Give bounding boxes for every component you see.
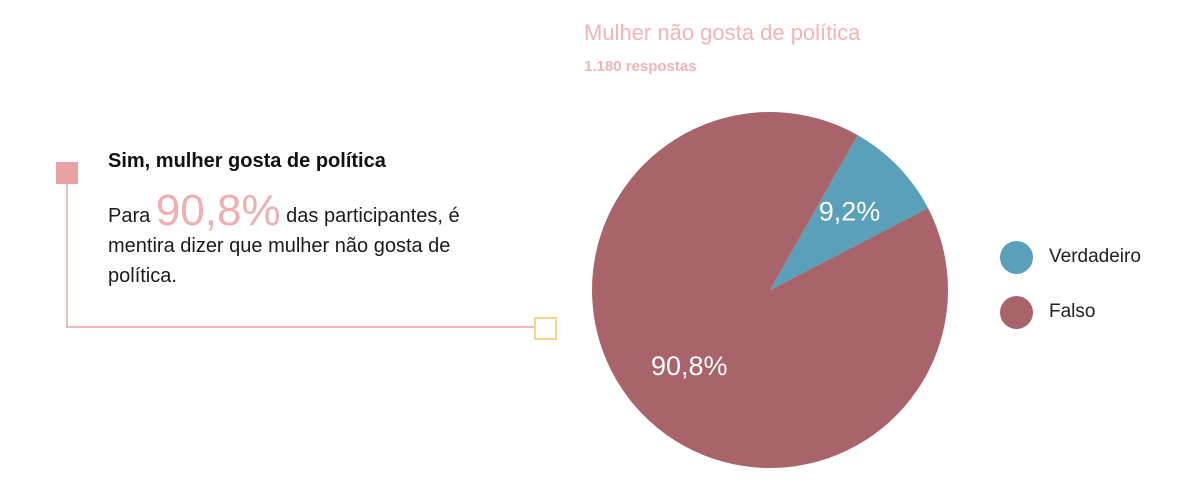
pie-chart: 9,2% 90,8% xyxy=(592,111,948,469)
callout-connector-end xyxy=(534,317,557,340)
pie-label-falso: 90,8% xyxy=(651,351,728,381)
legend-item-falso: Falso xyxy=(1000,295,1141,329)
callout-after-highlight: das xyxy=(280,205,319,227)
callout-text-rest: participantes, é mentira dizer que mulhe… xyxy=(108,205,460,287)
callout-connector-vertical xyxy=(66,184,68,328)
callout-body: Para 90,8% das participantes, é mentira … xyxy=(108,189,488,291)
pie-slice-falso xyxy=(592,111,948,469)
legend-label-verdadeiro: Verdadeiro xyxy=(1049,246,1141,267)
chart-subtitle: 1.180 respostas xyxy=(584,58,697,75)
chart-legend: Verdadeiro Falso xyxy=(1000,240,1141,350)
callout-title: Sim, mulher gosta de política xyxy=(108,150,386,172)
legend-swatch-verdadeiro xyxy=(1000,240,1033,274)
callout-highlight: 90,8% xyxy=(155,186,281,235)
legend-item-verdadeiro: Verdadeiro xyxy=(1000,240,1141,274)
callout-connector-horizontal xyxy=(66,326,534,328)
chart-title: Mulher não gosta de política xyxy=(584,20,861,45)
pie-label-verdadeiro: 9,2% xyxy=(819,197,881,227)
pie-slice-verdadeiro xyxy=(770,135,929,290)
legend-label-falso: Falso xyxy=(1049,301,1096,322)
callout-prefix: Para xyxy=(108,205,156,227)
legend-swatch-falso xyxy=(1000,295,1033,329)
callout-marker xyxy=(56,162,78,184)
